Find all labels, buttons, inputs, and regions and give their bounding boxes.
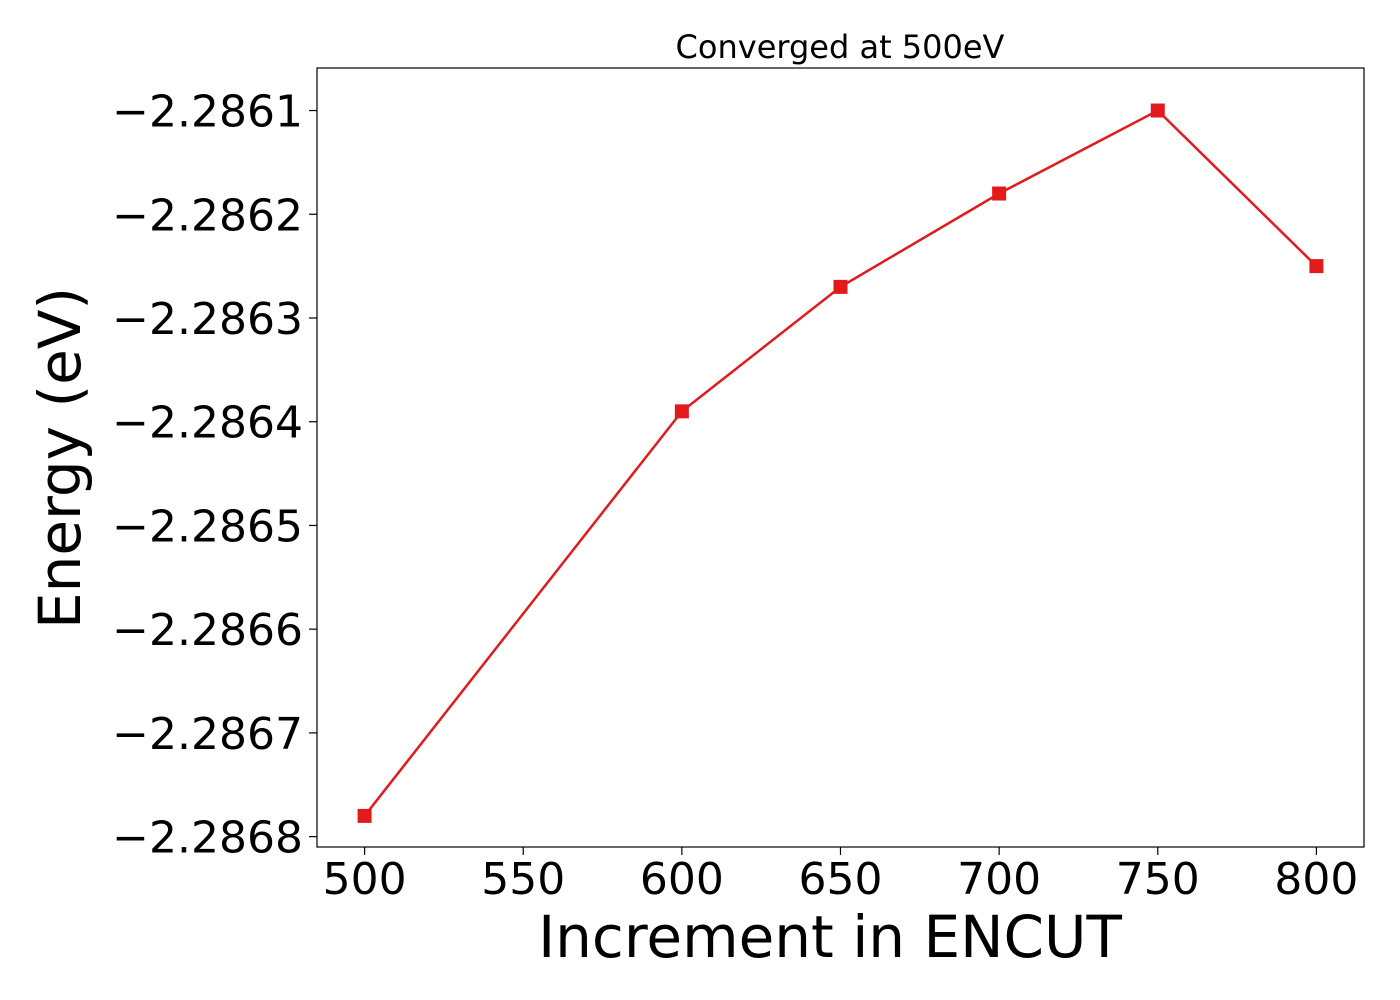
y-axis: −2.2868 −2.2867 −2.2866 −2.2865 −2.2864 −2.28… (112, 87, 317, 864)
x-tick-label: 650 (799, 854, 883, 905)
plot-area (316, 67, 1365, 848)
chart-title: Converged at 500eV (676, 28, 1005, 66)
x-axis: 500 550 600 650 700 750 800 (323, 847, 1358, 905)
x-axis-title: Increment in ENCUT (538, 903, 1122, 971)
x-tick-label: 800 (1274, 854, 1358, 905)
data-point (1150, 103, 1165, 118)
y-tick-label: −2.2868 (112, 813, 303, 864)
y-tick-label: −2.2867 (112, 709, 303, 760)
y-tick-label: −2.2863 (112, 294, 303, 345)
x-tick-label: 700 (957, 854, 1041, 905)
y-tick-label: −2.2861 (112, 87, 303, 138)
series-line (363, 108, 1318, 817)
x-tick-label: 600 (640, 854, 724, 905)
data-point (992, 186, 1007, 201)
plot-frame (316, 67, 1365, 848)
data-point (357, 808, 372, 823)
y-tick-label: −2.2866 (112, 605, 303, 656)
data-point (674, 404, 689, 419)
y-tick-label: −2.2864 (112, 398, 303, 449)
x-tick-label: 750 (1116, 854, 1200, 905)
y-tick-label: −2.2865 (112, 501, 303, 552)
y-tick-label: −2.2862 (112, 190, 303, 241)
x-tick-label: 550 (481, 854, 565, 905)
data-point (1309, 259, 1324, 274)
y-axis-title: Energy (eV) (26, 287, 94, 629)
series-layer (357, 103, 1324, 823)
x-tick-label: 500 (323, 854, 407, 905)
data-point (833, 279, 848, 294)
